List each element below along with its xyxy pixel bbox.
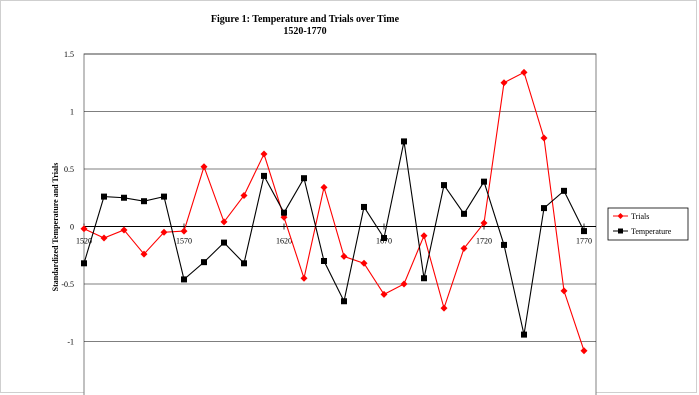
trials-point-12	[320, 183, 328, 191]
temperature-point-1	[101, 193, 107, 200]
temperature-point-3	[141, 198, 147, 205]
trials-line	[83, 71, 585, 351]
trials-point-25	[580, 347, 588, 355]
temperature-point-25	[581, 228, 587, 235]
trials-point-13	[340, 252, 348, 260]
y-axis-ticks: 1.510.50-0.5-1-1.5	[61, 50, 74, 347]
temperature-point-6	[201, 259, 207, 266]
temperature-point-8	[241, 260, 247, 267]
trials-point-4	[160, 228, 168, 236]
trials-point-24	[560, 287, 568, 295]
y-axis-label: Standardized Temperature and Trials	[51, 163, 60, 292]
trials-point-0	[80, 225, 88, 233]
trials-point-17	[420, 232, 428, 240]
legend-temperature-label: Temperature	[631, 227, 672, 236]
temperature-point-21	[501, 241, 507, 248]
x-tick-label-4: 1720	[476, 237, 492, 246]
trials-point-18	[440, 304, 448, 312]
plot-area	[83, 53, 597, 395]
y-tick-label-5: -1	[67, 338, 74, 347]
trials-point-8	[240, 191, 248, 199]
trials-point-3	[140, 250, 148, 258]
temperature-point-23	[541, 205, 547, 212]
trials-point-11	[300, 274, 308, 282]
y-tick-label-2: 0.5	[64, 165, 74, 174]
temperature-point-24	[561, 187, 567, 194]
temperature-point-17	[421, 275, 427, 282]
temperature-line	[83, 141, 585, 335]
legend-trials-marker	[617, 213, 624, 219]
temperature-point-13	[341, 298, 347, 305]
temperature-point-9	[261, 172, 267, 179]
trials-point-7	[220, 218, 228, 226]
y-tick-label-3: 0	[70, 223, 74, 232]
x-tick-label-1: 1570	[176, 237, 192, 246]
trials-point-9	[260, 150, 268, 158]
series-layer	[80, 68, 588, 355]
chart-title: Figure 1: Temperature and Trials over Ti…	[211, 14, 400, 25]
temperature-point-11	[301, 175, 307, 182]
chart-subtitle: 1520-1770	[283, 26, 326, 37]
x-tick-label-2: 1620	[276, 237, 292, 246]
y-tick-label-4: -0.5	[61, 280, 74, 289]
legend-trials-label: Trials	[631, 212, 649, 221]
temperature-point-5	[181, 276, 187, 283]
y-tick-label-0: 1.5	[64, 50, 74, 59]
trials-point-21	[500, 79, 508, 87]
temperature-point-20	[481, 178, 487, 185]
series-temperature	[81, 138, 587, 338]
x-tick-label-5: 1770	[576, 237, 592, 246]
gridlines	[84, 53, 596, 342]
x-tick-label-0: 1520	[76, 237, 92, 246]
trials-point-23	[540, 134, 548, 142]
temperature-point-4	[161, 193, 167, 200]
temperature-point-22	[521, 331, 527, 338]
trials-point-5	[180, 227, 188, 235]
trials-point-22	[520, 68, 528, 76]
temperature-point-16	[401, 138, 407, 145]
temperature-point-0	[81, 260, 87, 267]
trials-point-15	[380, 290, 388, 298]
legend-box	[607, 207, 689, 241]
trials-point-16	[400, 280, 408, 288]
y-tick-label-1: 1	[70, 108, 74, 117]
temperature-point-19	[461, 210, 467, 217]
temperature-point-2	[121, 194, 127, 201]
trials-point-14	[360, 259, 368, 267]
trials-point-19	[460, 244, 468, 252]
trials-point-2	[120, 226, 128, 234]
temperature-point-18	[441, 182, 447, 189]
legend-item-temperature: Temperature	[613, 227, 672, 236]
trials-point-20	[480, 219, 488, 227]
legend-temperature-marker	[618, 228, 623, 234]
trials-point-6	[200, 163, 208, 171]
trials-point-1	[100, 234, 108, 242]
legend-item-trials: Trials	[613, 212, 649, 221]
legend: Trials Temperature	[607, 207, 689, 241]
series-trials	[80, 68, 588, 355]
temperature-point-10	[281, 209, 287, 216]
temperature-point-14	[361, 203, 367, 210]
temperature-point-15	[381, 235, 387, 241]
temperature-point-7	[221, 239, 227, 246]
temperature-point-12	[321, 258, 327, 264]
